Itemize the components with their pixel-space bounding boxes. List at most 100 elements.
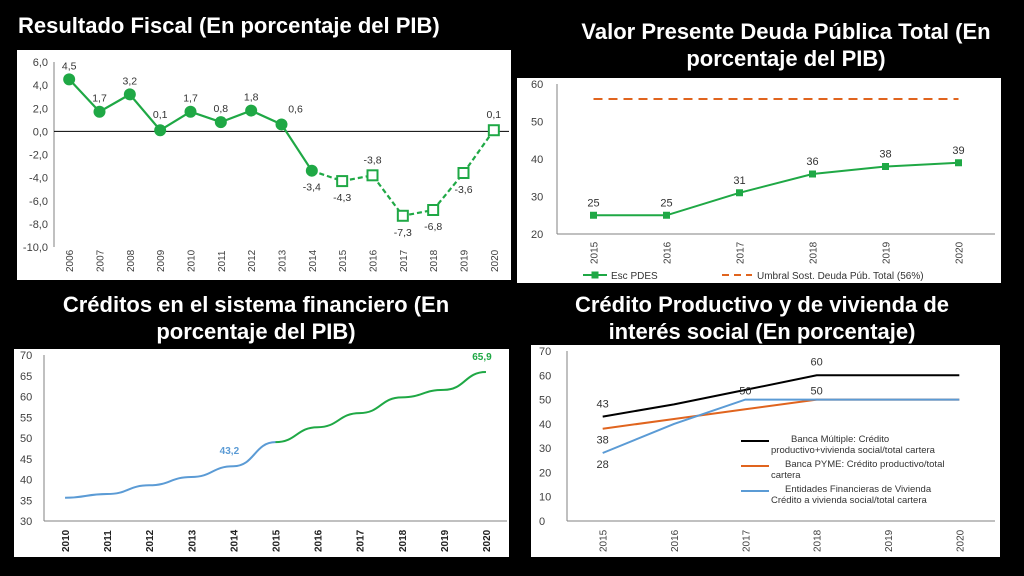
y-tick-label: 60 [20,392,32,404]
y-tick-label: 30 [20,516,32,528]
productive-chart-panel: 70 60 50 40 30 20 10 0 2015 2016 2017 2018 2019 2020 4… [531,345,1000,557]
credit-title-line2: porcentaje del PIB) [156,319,356,344]
data-point [955,159,962,167]
credit-chart-panel: 70 65 60 55 50 45 40 35 30 2010 2011 2012 2013 2014 20… [14,349,509,557]
y-tick-label: 65 [20,371,32,383]
data-label: 0,6 [288,103,303,115]
x-tick-label: 2018 [398,529,409,552]
data-label: 25 [660,197,672,209]
data-point [427,204,440,216]
x-tick-label: 2019 [440,529,451,552]
data-point [590,211,597,219]
data-label: 50 [811,386,823,398]
data-point [275,118,288,131]
x-tick-label: 2019 [884,529,895,552]
data-label: 43 [597,399,609,411]
x-tick-label: 2019 [460,249,471,272]
x-tick-label: 2020 [490,249,501,272]
data-point [63,73,76,86]
productive-title-line1: Crédito Productivo y de vivienda de [574,292,950,317]
data-point [123,88,136,101]
x-tick-label: 2015 [272,529,283,552]
data-point [154,124,167,137]
y-tick-label: 55 [20,412,32,424]
credit-chart: 70 65 60 55 50 45 40 35 30 2010 2011 2012 2013 2014 20… [20,350,507,552]
x-tick-label: 2016 [369,249,380,272]
data-point [487,124,500,137]
y-tick-label: -8,0 [29,219,48,231]
y-tick-label: 40 [531,154,543,166]
data-label: 39 [952,145,964,157]
y-tick-label: -10,0 [23,242,48,254]
fiscal-chart-title: Resultado Fiscal (En porcentaje del PIB) [18,12,528,39]
data-label: -7,3 [394,227,412,239]
data-point [882,163,889,170]
data-label: 0,1 [487,109,502,121]
data-label: 31 [733,175,745,187]
y-tick-label: -2,0 [29,150,48,162]
data-label: 60 [811,356,823,368]
x-tick-label: 2018 [809,241,820,264]
data-label: 25 [587,197,599,209]
y-tick-label: 50 [20,433,32,445]
data-label: -3,8 [363,154,381,166]
data-point [396,209,409,222]
data-label: 38 [597,435,609,447]
x-tick-label: 2011 [103,530,114,552]
legend-banca-multiple-label-line1: Banca Múltiple: Crédito [791,434,889,445]
productive-chart: 70 60 50 40 30 20 10 0 2015 2016 2017 2018 2019 2020 4… [539,346,995,552]
x-tick-label: 2008 [126,249,137,272]
y-tick-label: 30 [531,192,543,204]
y-tick-label: 70 [539,346,551,358]
fiscal-chart: 6,0 4,0 2,0 0,0 -2,0 -4,0 -6,0 -8,0 -10,0 2006 200… [23,57,509,272]
y-tick-label: 4,0 [33,80,48,92]
legend-banca-pyme-label-line2: cartera [771,470,801,481]
x-tick-label: 2017 [736,241,747,264]
x-tick-label: 2020 [955,529,966,552]
y-tick-label: 30 [539,443,551,455]
legend-esc-pdes-label: Esc PDES [611,271,658,282]
debt-title-line1: Valor Presente Deuda Pública Total (En [581,19,991,44]
y-tick-label: 6,0 [33,57,48,69]
data-label: 3,2 [123,75,138,87]
x-tick-label: 2014 [229,529,240,552]
data-label: 1,7 [183,93,198,105]
legend-entidades-vivienda-label-line2: Crédito a vivienda social/total cartera [771,495,927,506]
credit-title-line1: Créditos en el sistema financiero (En [62,292,450,317]
projected-series-line [275,371,487,444]
y-tick-label: 20 [539,467,551,479]
legend-entidades-vivienda-label-line1: Entidades Financieras de Vivienda [785,484,932,495]
x-tick-label: 2006 [65,249,76,272]
productive-chart-title: Crédito Productivo y de vivienda de inte… [506,291,1018,345]
esc-pdes-series-line [593,161,959,217]
data-label: 0,8 [214,103,229,115]
data-point [214,116,227,129]
x-tick-label: 2012 [247,249,258,272]
debt-chart: 60 50 40 30 20 2015 2016 2017 2018 2019 2020 25 25 31… [531,79,995,282]
y-tick-label: 60 [539,370,551,382]
data-point [457,167,470,179]
x-tick-label: 2013 [187,529,198,552]
banca-multiple-series-line [602,374,960,418]
data-label: 43,2 [220,446,240,457]
data-label: 1,7 [92,93,107,105]
x-tick-label: 2013 [278,249,289,272]
x-tick-label: 2010 [187,249,198,272]
x-tick-label: 2012 [145,529,156,552]
x-tick-label: 2015 [338,249,349,272]
y-tick-label: 0 [539,516,545,528]
entidades-vivienda-series-line [602,398,960,454]
legend-esc-pdes-marker [591,271,599,279]
data-label: 36 [806,156,818,168]
x-tick-label: 2017 [356,529,367,552]
y-tick-label: 20 [531,229,543,241]
y-tick-label: 2,0 [33,103,48,115]
x-tick-label: 2009 [156,249,167,272]
data-label: -3,4 [303,182,321,194]
x-tick-label: 2007 [96,249,107,272]
banca-pyme-series-line [602,398,960,430]
y-tick-label: 50 [539,395,551,407]
x-tick-label: 2015 [599,529,610,552]
data-label: -4,3 [333,192,351,204]
x-tick-label: 2018 [429,249,440,272]
